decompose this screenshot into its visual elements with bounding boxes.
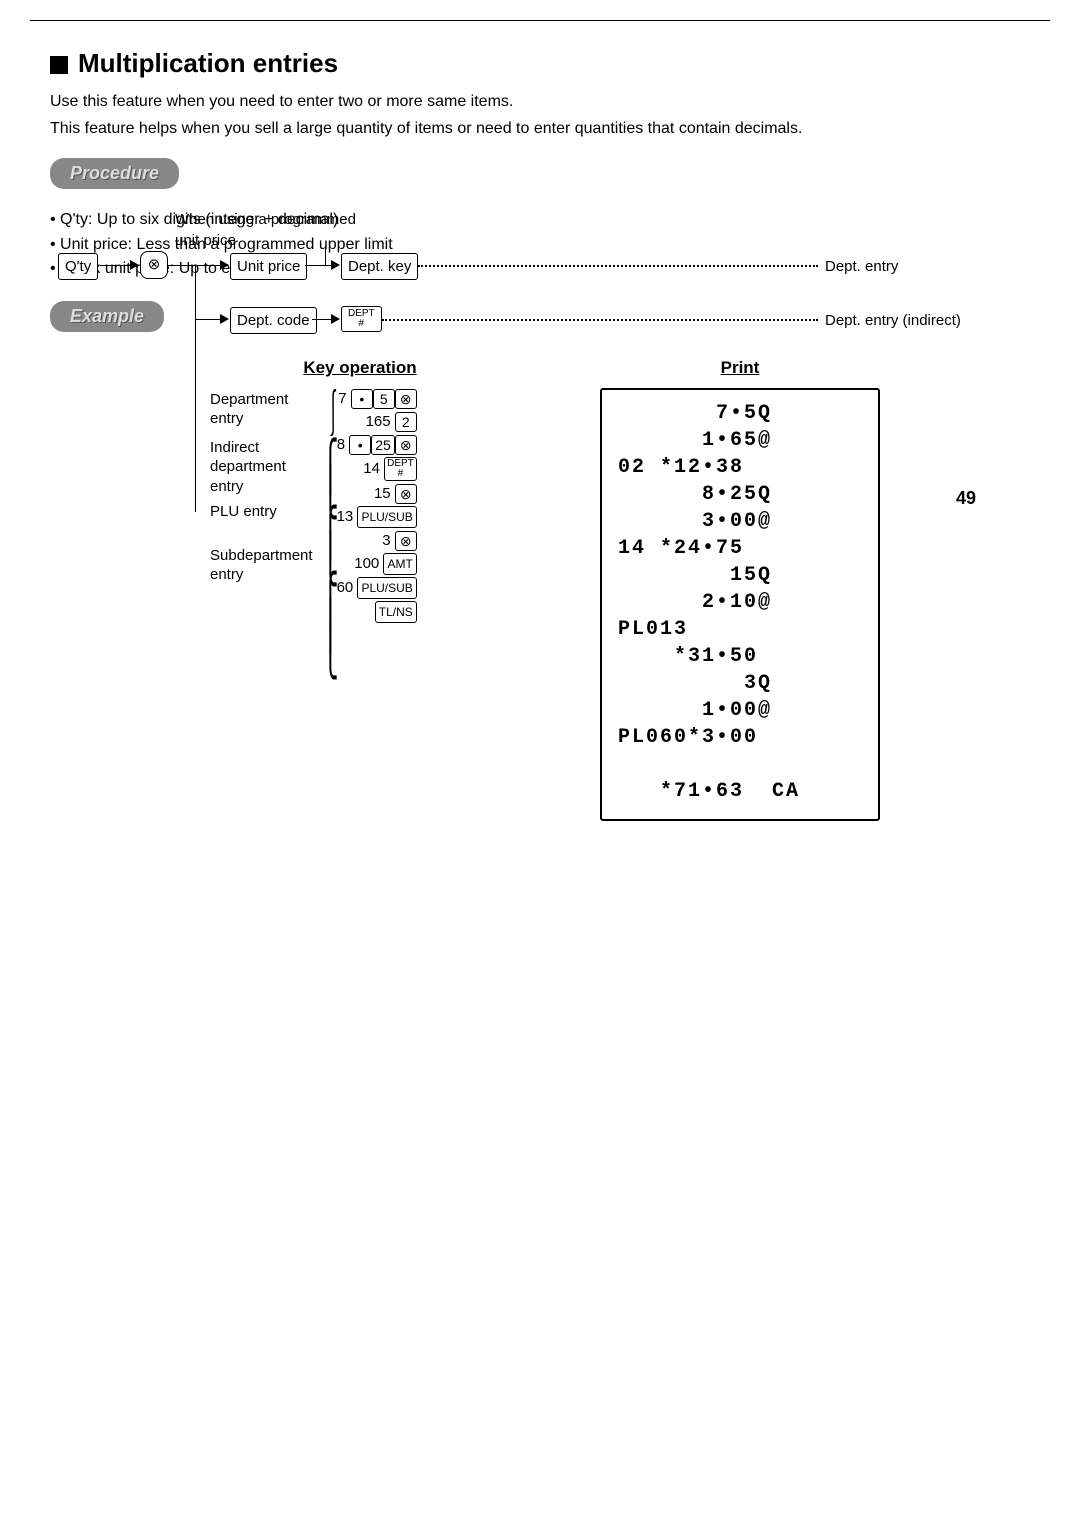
flow-dotline [418,265,818,267]
section-title: Multiplication entries [50,45,1030,81]
arrow-icon [220,314,229,324]
key-2: 2 [395,412,417,432]
intro-line1: Use this feature when you need to enter … [50,91,1030,113]
flow-line [168,265,224,266]
key-amt: AMT [383,553,416,575]
page-number: 49 [956,486,976,511]
title-text: Multiplication entries [78,48,338,78]
key-: • [349,435,371,455]
keyop-plain-text: 100 [354,555,383,572]
receipt-printout: 7•5Q 1•65@ 02 *12•38 8•25Q 3•00@ 14 *24•… [600,388,880,821]
keyop-row: 14 DEPT # [337,457,417,481]
keyop-label-indirect: Indirect department entry [210,438,313,502]
key-dept: DEPT # [384,457,417,481]
flow-line [325,247,326,265]
title-bullet-icon [50,56,68,74]
box-mult: ⊗ [140,251,168,279]
box-deptkey: Dept. key [341,253,418,280]
keyop-row: 7 •5⊗ [337,388,417,409]
procedure-flowchart: When using a programmed unit price Q'ty … [50,209,1030,539]
box-deptcode1: Dept. code [230,307,317,334]
keyop-row: 165 2 [337,411,417,432]
keyop-plain-text: 60 [337,579,358,596]
intro-line2: This feature helps when you sell a large… [50,118,1030,140]
brace-column: ⎰ ⎧ ⎩ ⎧ ⎩ ⎧ ⎪ ⎩ [319,388,331,667]
keyop-label-dept: Department entry [210,390,313,438]
keyop-row: 13 PLU/SUB [337,506,417,528]
keyop-row: 15 ⊗ [337,483,417,504]
key-5: 5 [373,389,395,409]
keyop-header: Key operation [210,356,510,380]
key-: ⊗ [395,435,417,455]
box-qty: Q'ty [58,253,98,280]
arrow-icon [130,260,139,270]
label-dept-entry: Dept. entry [825,256,898,277]
flow-note: When using a programmed unit price [175,209,356,251]
keyop-plain-text: 13 [337,508,358,525]
keyop-label-plu: PLU entry [210,502,313,546]
box-unitprice1: Unit price [230,253,307,280]
key-plusub: PLU/SUB [357,577,416,599]
flow-line [100,265,134,266]
keyop-row: 100 AMT [337,553,417,575]
procedure-label: Procedure [50,158,179,189]
arrow-icon [331,314,340,324]
keyop-row: 60 PLU/SUB [337,577,417,599]
key-: ⊗ [395,484,417,504]
keyop-label-subdept: Subdepartment entry [210,546,313,585]
key-: ⊗ [395,389,417,409]
label-dept-indirect: Dept. entry (indirect) [825,310,961,331]
key-tlns: TL/NS [375,601,417,623]
key-: • [351,389,373,409]
keyop-row: 3 ⊗ [337,530,417,551]
keyop-plain-text: 3 [382,532,395,549]
keyop-plain-text: 14 [363,460,384,477]
print-column: Print 7•5Q 1•65@ 02 *12•38 8•25Q 3•00@ 1… [600,356,880,821]
key-25: 25 [371,435,395,455]
keyop-keystrokes: 7 •5⊗165 28 •25⊗14 DEPT #15 ⊗13 PLU/SUB3… [337,388,417,667]
key-plusub: PLU/SUB [357,506,416,528]
flow-dotline [382,319,818,321]
keyop-row: 8 •25⊗ [337,434,417,455]
keyop-plain-text: 15 [374,485,395,502]
intro-text: Use this feature when you need to enter … [50,91,1030,140]
box-depthash1: DEPT # [341,306,382,332]
arrow-icon [220,260,229,270]
print-header: Print [600,356,880,380]
key-operation-column: Key operation Department entry Indirect … [210,356,510,821]
flow-line [195,265,196,512]
example-label: Example [50,301,164,332]
keyop-row: TL/NS [337,601,417,623]
keyop-plain-text: 165 [366,413,395,430]
arrow-icon [331,260,340,270]
key-: ⊗ [395,531,417,551]
